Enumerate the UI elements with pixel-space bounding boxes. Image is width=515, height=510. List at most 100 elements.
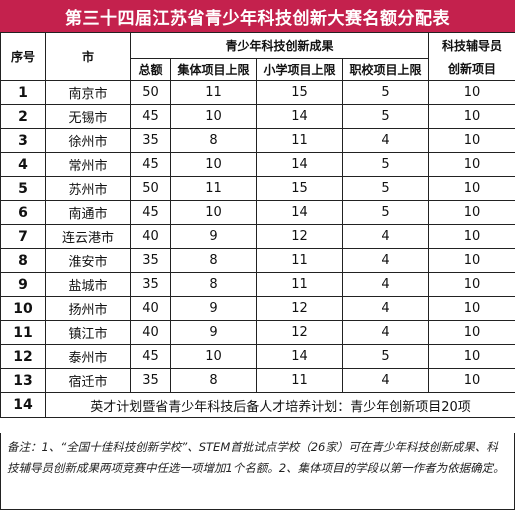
- row-collective: 11: [170, 80, 257, 105]
- row-mentor: 10: [428, 368, 515, 393]
- row-city: 连云港市: [45, 224, 131, 249]
- row-vocational: 4: [341, 224, 430, 249]
- row-mentor: 10: [428, 344, 515, 369]
- row-primary: 15: [256, 80, 343, 105]
- row-collective: 9: [170, 224, 257, 249]
- row-mentor: 10: [428, 80, 515, 105]
- row-primary: 14: [256, 152, 343, 177]
- row-primary: 11: [256, 272, 343, 297]
- row-total: 40: [130, 224, 171, 249]
- row-collective: 8: [170, 128, 257, 153]
- row-vocational: 4: [341, 296, 430, 321]
- row-mentor: 10: [428, 128, 515, 153]
- row-collective: 10: [170, 152, 257, 177]
- quota-table: 序号 市 青少年科技创新成果 科技辅导员 创新项目 总额 集体项目上限 小学项目…: [0, 32, 515, 418]
- row-mentor: 10: [428, 152, 515, 177]
- row-city: 镇江市: [45, 320, 131, 345]
- header-collective: 集体项目上限: [170, 58, 257, 81]
- row-vocational: 5: [341, 200, 430, 225]
- row-index: 7: [0, 224, 46, 249]
- row-vocational: 5: [341, 80, 430, 105]
- row-index: 13: [0, 368, 46, 393]
- row-total: 35: [130, 368, 171, 393]
- row-index: 4: [0, 152, 46, 177]
- row-city: 徐州市: [45, 128, 131, 153]
- row-city: 扬州市: [45, 296, 131, 321]
- row-index: 9: [0, 272, 46, 297]
- row-total: 35: [130, 128, 171, 153]
- row-mentor: 10: [428, 248, 515, 273]
- row-total: 45: [130, 344, 171, 369]
- header-city: 市: [45, 32, 131, 81]
- row-primary: 12: [256, 320, 343, 345]
- row-vocational: 4: [341, 320, 430, 345]
- table-row: 10 扬州市 40 9 12 4 10: [0, 296, 515, 321]
- row-mentor: 10: [428, 272, 515, 297]
- row-collective: 8: [170, 248, 257, 273]
- table-row: 6 南通市 45 10 14 5 10: [0, 200, 515, 225]
- row-primary: 11: [256, 368, 343, 393]
- row-collective: 10: [170, 200, 257, 225]
- row-vocational: 4: [341, 272, 430, 297]
- header-mentor: 科技辅导员 创新项目: [428, 32, 515, 81]
- row-mentor: 10: [428, 224, 515, 249]
- row-vocational: 4: [341, 128, 430, 153]
- row-city: 淮安市: [45, 248, 131, 273]
- header-vocational: 职校项目上限: [341, 58, 430, 81]
- row-total: 35: [130, 272, 171, 297]
- row-mentor: 10: [428, 104, 515, 129]
- row-primary: 14: [256, 344, 343, 369]
- row-city: 盐城市: [45, 272, 131, 297]
- table-row-special: 14 英才计划暨省青少年科技后备人才培养计划：青少年创新项目20项: [0, 392, 515, 418]
- row-vocational: 4: [341, 368, 430, 393]
- row-index: 3: [0, 128, 46, 153]
- row-city: 苏州市: [45, 176, 131, 201]
- row-vocational: 5: [341, 104, 430, 129]
- footnote: 备注：1、“全国十佳科技创新学校”、STEM首批试点学校（26家）可在青少年科技…: [0, 433, 515, 510]
- row-mentor: 10: [428, 320, 515, 345]
- row-collective: 8: [170, 368, 257, 393]
- header-total: 总额: [130, 58, 171, 81]
- row-city: 南京市: [45, 80, 131, 105]
- table-row: 8 淮安市 35 8 11 4 10: [0, 248, 515, 273]
- row-index: 14: [0, 392, 46, 418]
- row-total: 40: [130, 320, 171, 345]
- row-primary: 11: [256, 248, 343, 273]
- table-row: 9 盐城市 35 8 11 4 10: [0, 272, 515, 297]
- row-vocational: 5: [341, 152, 430, 177]
- row-index: 5: [0, 176, 46, 201]
- table-row: 11 镇江市 40 9 12 4 10: [0, 320, 515, 345]
- table-row: 7 连云港市 40 9 12 4 10: [0, 224, 515, 249]
- row-index: 1: [0, 80, 46, 105]
- row-collective: 9: [170, 320, 257, 345]
- row-primary: 11: [256, 128, 343, 153]
- row-index: 2: [0, 104, 46, 129]
- row-total: 45: [130, 104, 171, 129]
- row-city: 无锡市: [45, 104, 131, 129]
- row-collective: 11: [170, 176, 257, 201]
- row-mentor: 10: [428, 296, 515, 321]
- table-title: 第三十四届江苏省青少年科技创新大赛名额分配表: [0, 0, 515, 32]
- row-total: 50: [130, 80, 171, 105]
- header-mentor-line2: 创新项目: [448, 61, 497, 76]
- row-total: 35: [130, 248, 171, 273]
- row-vocational: 4: [341, 248, 430, 273]
- row-mentor: 10: [428, 200, 515, 225]
- row-primary: 14: [256, 104, 343, 129]
- row-special-text: 英才计划暨省青少年科技后备人才培养计划：青少年创新项目20项: [44, 392, 515, 418]
- row-primary: 15: [256, 176, 343, 201]
- row-collective: 10: [170, 104, 257, 129]
- table-row: 4 常州市 45 10 14 5 10: [0, 152, 515, 177]
- table-row: 2 无锡市 45 10 14 5 10: [0, 104, 515, 129]
- table-row: 3 徐州市 35 8 11 4 10: [0, 128, 515, 153]
- row-index: 12: [0, 344, 46, 369]
- row-total: 40: [130, 296, 171, 321]
- row-vocational: 5: [341, 344, 430, 369]
- row-city: 宿迁市: [45, 368, 131, 393]
- header-index: 序号: [0, 32, 46, 81]
- row-city: 泰州市: [45, 344, 131, 369]
- row-total: 45: [130, 200, 171, 225]
- row-collective: 9: [170, 296, 257, 321]
- table-row: 13 宿迁市 35 8 11 4 10: [0, 368, 515, 393]
- row-index: 8: [0, 248, 46, 273]
